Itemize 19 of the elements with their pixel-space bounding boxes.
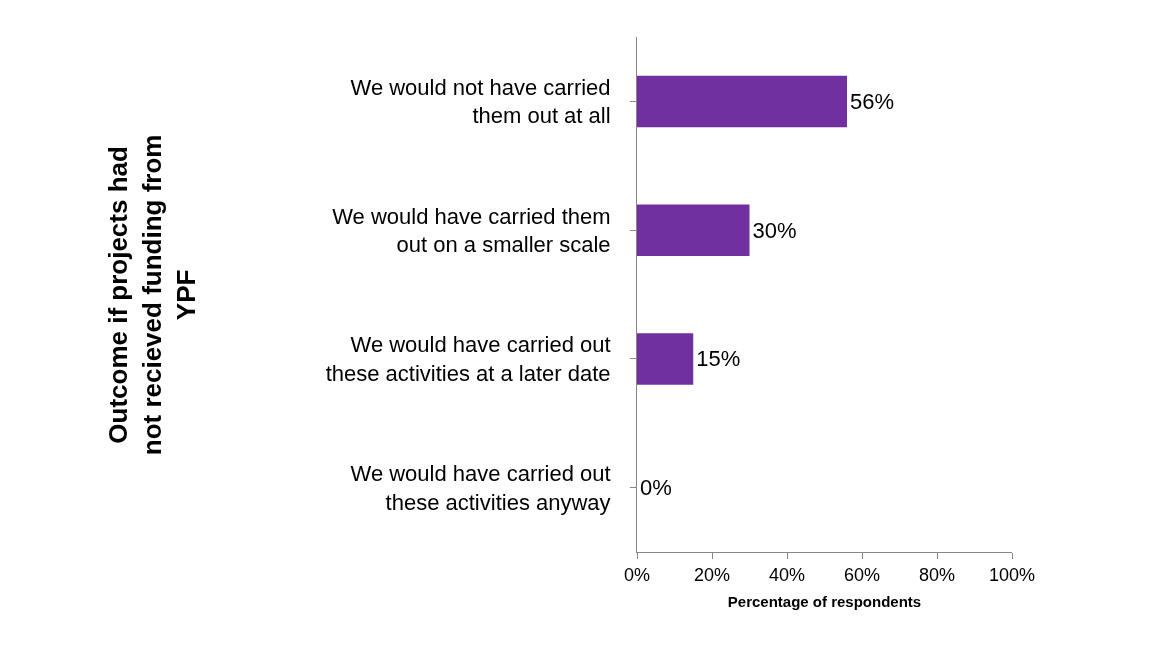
x-tick-label: 60% [843,564,881,585]
data-label: 30% [752,217,797,243]
x-tick-label: 40% [768,564,806,585]
bar [637,204,750,256]
x-tick-label: 0% [623,564,651,585]
x-tick-label: 100% [988,564,1036,585]
x-tick-label: 80% [918,564,956,585]
data-label: 56% [850,88,895,114]
x-tick-label: 20% [693,564,731,585]
bar [637,333,694,385]
data-label: 0% [640,475,672,501]
y-tick-label: We would have carried out these activities at a later date [325,332,611,386]
y-tick-label: We would have carried out these activities anyway [350,461,611,515]
data-label: 15% [696,346,741,372]
y-tick-label: We would have carried them out on a smaller scale [332,203,611,258]
x-axis-title: Percentage of respondents [727,592,922,610]
y-axis-title: Outcome if projects had not recieved funding from YPF [103,134,201,456]
y-tick-label: We would not have carried them out at all [350,74,611,129]
bar [637,75,847,128]
